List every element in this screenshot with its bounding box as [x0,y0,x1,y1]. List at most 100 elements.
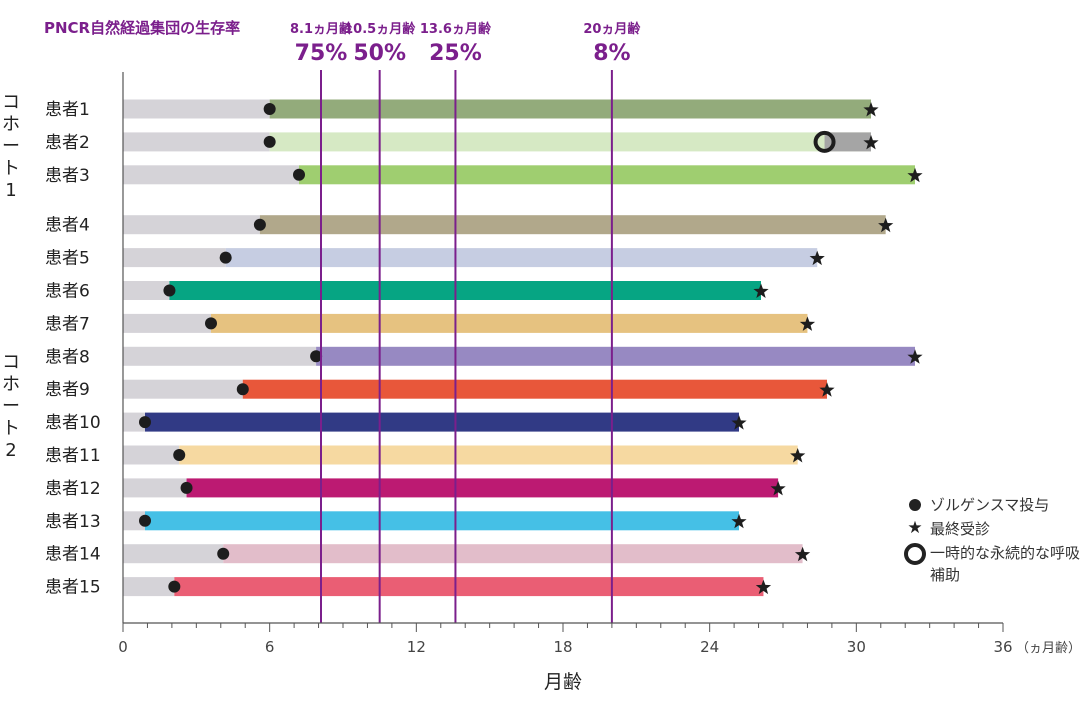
reference-survival-label: 50% [353,41,406,66]
patient-label: 患者6 [45,282,90,302]
cohort-2-char: コ [2,352,20,373]
last-visit-marker [809,250,825,266]
patient-label: 患者4 [45,216,90,236]
cohort-2-char: ホ [2,374,20,395]
cohort-1-char: ー [2,136,20,157]
x-tick-label: 6 [265,638,275,656]
dose-marker [217,547,230,560]
patient-label: 患者11 [45,446,101,466]
dose-marker [310,350,323,363]
last-visit-marker [819,382,835,397]
post-dose-bar [242,379,827,399]
post-dose-bar [169,281,761,300]
pre-dose-bar [123,511,145,531]
patient-label: 患者5 [45,249,90,269]
reference-age-label: 8.1ヵ月齢 [290,21,353,37]
patient-label: 患者7 [45,314,90,334]
x-tick-label: 30 [847,638,866,656]
reference-age-label: 10.5ヵ月齢 [344,21,416,37]
x-tick-label: 36 [993,638,1012,656]
last-visit-marker [790,448,806,463]
patient-label: 患者14 [45,545,101,565]
pre-dose-bar [123,248,226,268]
dose-marker [168,580,181,593]
cohort-1-char: コ [2,92,20,113]
ventilation-marker [813,130,836,153]
post-dose-bar [259,215,886,235]
pre-dose-bar [123,313,211,333]
star-icon: ★ [907,518,923,538]
legend-label: ゾルゲンスマ投与 [930,496,1050,514]
pre-dose-bar [123,577,175,597]
post-dose-bar [145,412,739,432]
patient-label: 患者3 [45,166,90,186]
post-dose-bar [145,511,739,531]
dose-marker [236,383,249,396]
pre-dose-bar [123,215,260,235]
dose-marker [173,449,186,461]
pre-dose-bar [123,281,170,300]
legend-label: 一時的な永続的な呼吸補助 [930,544,1080,584]
last-visit-marker [907,349,923,364]
legend-item-dose: ゾルゲンスマ投与 [900,494,1080,518]
x-tick-label: 12 [407,638,426,656]
reference-survival-label: 25% [429,41,482,66]
dose-marker [253,218,266,231]
last-visit-marker [794,546,811,562]
pre-dose-bar [123,346,317,366]
dose-marker [263,103,276,115]
last-visit-marker [863,102,879,117]
cohort-1-char: 1 [5,180,17,201]
last-visit-marker [731,415,747,430]
cohort-2-label: コ ホ ー ト 2 [0,352,22,462]
post-dose-bar [211,313,808,333]
reference-age-label: 13.6ヵ月齢 [420,21,492,37]
pre-dose-bar [123,445,180,465]
x-unit-label: （ヵ月齢） [1016,641,1080,656]
post-dose-bar [174,577,764,597]
post-dose-bar [223,544,803,564]
patient-label: 患者13 [45,512,101,532]
ring-icon [904,543,926,565]
patient-label: 患者9 [45,380,90,400]
post-dose-bar [269,132,872,152]
x-tick-label: 0 [118,638,128,656]
x-tick-label: 18 [553,638,572,656]
last-visit-marker [753,283,769,298]
pre-dose-bar [123,165,299,185]
x-tick-label: 24 [700,638,719,656]
dose-marker [205,317,217,330]
legend-label: 最終受診 [930,520,991,538]
post-dose-bar [299,165,915,185]
cohort-2-char: ー [2,396,20,417]
last-visit-marker [755,579,772,595]
survival-header: PNCR自然経過集団の生存率 [44,19,241,37]
last-visit-marker [770,480,786,496]
reference-survival-label: 75% [295,41,348,66]
legend-item-last-visit: ★ 最終受診 [900,518,1080,542]
pre-dose-bar [123,99,270,119]
patient-label: 患者12 [45,479,101,499]
post-dose-bar [186,478,779,498]
pre-dose-bar [123,478,187,498]
pre-dose-bar [123,412,145,432]
patient-label: 患者15 [45,578,101,598]
post-dose-bar [269,99,872,119]
legend-item-ventilation: 一時的な永続的な呼吸補助 [900,542,1080,590]
dose-marker [293,168,305,181]
cohort-1-char: ト [2,158,20,179]
patient-label: 患者10 [45,413,101,433]
dose-marker [219,251,232,264]
last-visit-marker [863,134,879,150]
post-dose-bar [179,445,798,465]
patient-label: 患者1 [45,100,90,120]
x-axis-title: 月齢 [544,671,582,693]
post-dose-bar [225,248,818,268]
pre-dose-bar [123,379,243,399]
dose-marker [163,284,176,297]
dose-marker [139,416,151,429]
reference-survival-label: 8% [593,41,630,66]
patient-label: 患者2 [45,133,90,153]
pre-dose-bar [123,132,270,152]
cohort-2-char: ト [2,418,20,439]
